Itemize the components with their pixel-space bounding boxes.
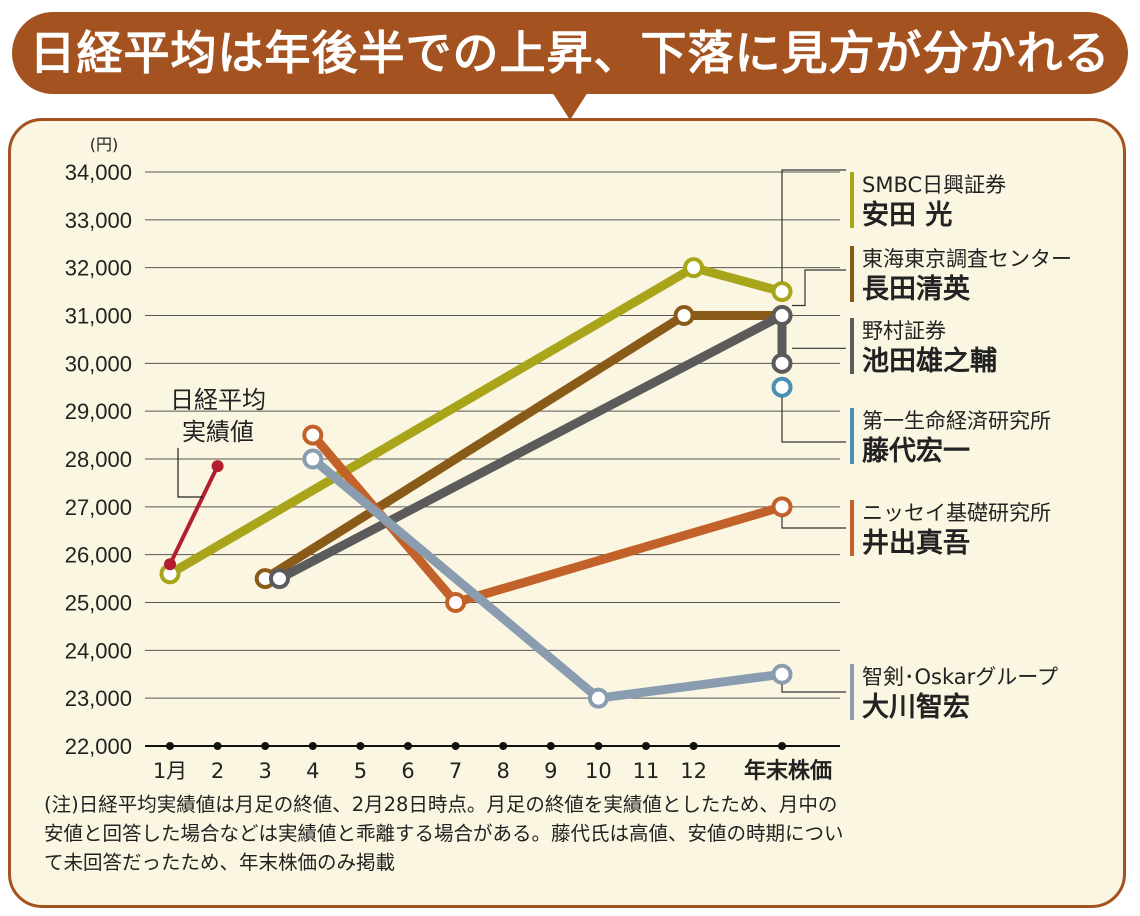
y-tick-label: 28,000 bbox=[65, 447, 132, 472]
x-tick-label: 12 bbox=[680, 759, 707, 783]
legend-name: 藤代宏一 bbox=[862, 435, 970, 467]
series-point bbox=[445, 592, 467, 613]
actual-point bbox=[164, 558, 176, 571]
y-tick-label: 25,000 bbox=[65, 591, 132, 616]
legend-color-bar bbox=[850, 664, 854, 720]
y-tick-label: 29,000 bbox=[65, 399, 132, 424]
y-tick-label: 23,000 bbox=[65, 686, 132, 711]
x-tick-dot bbox=[308, 742, 317, 750]
y-tick-label: 34,000 bbox=[65, 160, 132, 185]
footnote: (注)日経平均実績値は月足の終値、2月28日時点。月足の終値を実績値としたため、… bbox=[44, 793, 844, 874]
x-tick-label: 7 bbox=[449, 759, 462, 783]
y-tick-label: 27,000 bbox=[65, 495, 132, 520]
series-point bbox=[587, 687, 609, 709]
y-unit-label: (円) bbox=[90, 135, 119, 154]
actual-line bbox=[168, 465, 220, 566]
x-tick-dot bbox=[404, 742, 412, 750]
legend-firm: 第一生命経済研究所 bbox=[862, 409, 1051, 433]
actual-label-line: 実績値 bbox=[182, 418, 254, 446]
banner-pointer bbox=[552, 92, 588, 120]
legend-color-bar bbox=[850, 246, 854, 302]
x-tick-dot bbox=[778, 742, 786, 750]
series-point bbox=[771, 663, 793, 685]
series-point bbox=[771, 281, 793, 303]
x-tick-label: 6 bbox=[401, 759, 414, 783]
x-tick-dot bbox=[166, 742, 174, 750]
series-point bbox=[771, 376, 793, 398]
x-tick-dot bbox=[642, 742, 650, 750]
y-tick-label: 26,000 bbox=[65, 543, 132, 568]
y-tick-label: 32,000 bbox=[65, 256, 132, 281]
legend-color-bar bbox=[850, 500, 854, 556]
x-tick-label: 年末株価 bbox=[744, 758, 832, 784]
x-tick-dot bbox=[499, 742, 508, 750]
x-tick-label: 5 bbox=[354, 759, 367, 783]
actual-label-line: 日経平均 bbox=[170, 386, 266, 414]
series-point bbox=[302, 448, 324, 470]
x-tick-dot bbox=[213, 742, 222, 750]
legend-name: 安田 光 bbox=[862, 200, 952, 231]
series-point bbox=[268, 568, 290, 590]
legend-name: 大川智宏 bbox=[862, 691, 970, 723]
legend-firm: SMBC日興証券 bbox=[862, 173, 1006, 197]
series-point bbox=[683, 257, 705, 279]
legend-name: 長田清英 bbox=[862, 274, 971, 305]
x-tick-label: 8 bbox=[497, 759, 510, 783]
chart-panel bbox=[8, 118, 1126, 908]
actual-point bbox=[211, 460, 224, 473]
x-tick-dot bbox=[689, 742, 698, 750]
legend-firm: 野村証券 bbox=[862, 319, 946, 343]
x-tick-dot bbox=[261, 742, 270, 750]
legend-color-bar bbox=[850, 408, 854, 464]
x-tick-dot bbox=[451, 742, 460, 750]
x-tick-label: 2 bbox=[211, 759, 224, 783]
y-tick-label: 33,000 bbox=[65, 208, 132, 233]
series-point bbox=[302, 424, 324, 446]
legend-leader bbox=[792, 269, 846, 307]
legend-leader bbox=[781, 397, 846, 443]
legend-color-bar bbox=[850, 318, 854, 374]
y-tick-label: 22,000 bbox=[65, 734, 132, 759]
actual-label-leader bbox=[177, 448, 203, 498]
x-tick-label: 10 bbox=[585, 759, 612, 783]
legend-color-bar bbox=[850, 172, 854, 228]
y-tick-label: 24,000 bbox=[65, 638, 132, 663]
series-point bbox=[771, 496, 793, 518]
title-banner: 日経平均は年後半での上昇、下落に見方が分かれる bbox=[12, 12, 1128, 94]
x-tick-label: 9 bbox=[544, 759, 557, 783]
series-point bbox=[673, 305, 695, 326]
x-tick-dot bbox=[356, 742, 365, 750]
legend-leader bbox=[781, 169, 846, 282]
x-tick-label: 11 bbox=[633, 759, 660, 783]
x-tick-label: 1月 bbox=[153, 759, 187, 783]
legend-firm: ニッセイ基礎研究所 bbox=[862, 501, 1051, 525]
series-point bbox=[771, 352, 793, 374]
x-tick-dot bbox=[594, 742, 603, 750]
legend-leader bbox=[781, 516, 846, 529]
legend-leader bbox=[781, 684, 846, 693]
x-tick-label: 3 bbox=[259, 759, 272, 783]
y-tick-label: 31,000 bbox=[65, 304, 132, 329]
legend-firm: 智剣･Oskarグループ bbox=[862, 665, 1058, 689]
legend-name: 池田雄之輔 bbox=[862, 345, 997, 377]
series-line bbox=[277, 311, 787, 583]
y-tick-label: 30,000 bbox=[65, 351, 132, 376]
legend-name: 井出真吾 bbox=[862, 528, 970, 559]
chart-title: 日経平均は年後半での上昇、下落に見方が分かれる bbox=[29, 26, 1111, 80]
series-point bbox=[771, 305, 793, 326]
x-tick-dot bbox=[546, 742, 555, 750]
x-tick-label: 4 bbox=[306, 759, 319, 783]
legend-firm: 東海東京調査センター bbox=[862, 247, 1072, 271]
